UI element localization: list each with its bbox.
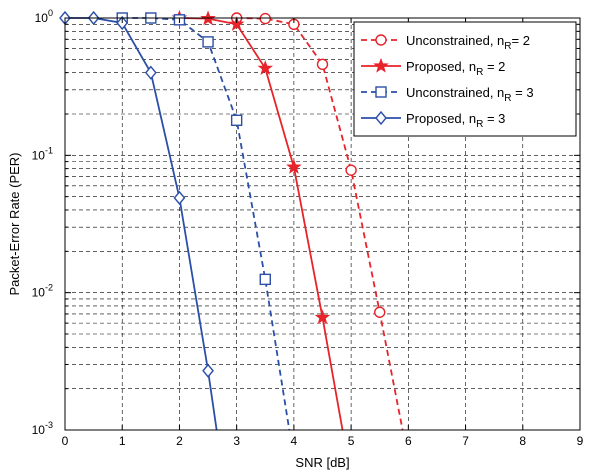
marker-star — [228, 16, 245, 31]
legend-box — [353, 21, 577, 137]
x-tick-label: 8 — [519, 434, 526, 448]
marker-star — [314, 309, 331, 325]
marker-circle — [259, 12, 271, 25]
y-tick-label: 100 — [35, 8, 53, 25]
marker-diamond — [173, 190, 186, 205]
x-axis-label: SNR [dB] — [295, 455, 349, 470]
legend: Unconstrained, nR= 2 Proposed, nR = 2 Unco… — [353, 21, 577, 137]
x-tick-label: 9 — [577, 434, 584, 448]
legend-label: Proposed, nR = 3 — [406, 111, 505, 130]
marker-square — [230, 114, 243, 126]
axis-ticks: 0 1 2 3 4 5 6 7 8 9 100 10-1 10-2 10-3 — [32, 8, 584, 448]
marker-square — [259, 273, 271, 286]
marker-circle — [374, 306, 386, 318]
y-axis-label: Packet-Error Rate (PER) — [7, 152, 22, 295]
plot-frame — [64, 17, 581, 431]
series-lines — [59, 9, 404, 431]
marker-star — [373, 57, 389, 73]
legend-label: Unconstrained, nR= 2 — [406, 33, 530, 52]
marker-square — [202, 36, 214, 48]
marker-diamond — [375, 110, 387, 126]
marker-circle — [345, 164, 357, 176]
legend-item: Unconstrained, nR = 3 — [361, 85, 534, 104]
x-tick-label: 2 — [176, 434, 183, 448]
y-tick-label: 10-3 — [32, 420, 53, 437]
legend-item: Unconstrained, nR= 2 — [361, 33, 530, 52]
legend-label: Unconstrained, nR = 3 — [406, 85, 534, 104]
x-tick-label: 6 — [405, 434, 412, 448]
x-tick-label: 7 — [462, 434, 469, 448]
legend-item: Proposed, nR = 2 — [361, 57, 505, 78]
x-tick-label: 1 — [119, 434, 126, 448]
marker-circle — [375, 34, 387, 46]
marker-star — [286, 159, 302, 174]
marker-diamond — [144, 65, 157, 80]
y-tick-label: 10-1 — [32, 145, 53, 162]
x-tick-label: 5 — [348, 434, 355, 448]
marker-star — [257, 60, 274, 75]
marker-diamond — [202, 363, 214, 378]
y-tick-label: 10-2 — [32, 283, 53, 300]
legend-label: Proposed, nR = 2 — [406, 59, 505, 78]
x-tick-label: 4 — [291, 434, 298, 448]
marker-circle — [316, 58, 329, 71]
marker-square — [375, 86, 387, 98]
x-tick-label: 0 — [62, 434, 69, 448]
x-tick-label: 3 — [233, 434, 240, 448]
legend-item: Proposed, nR = 3 — [361, 110, 505, 130]
